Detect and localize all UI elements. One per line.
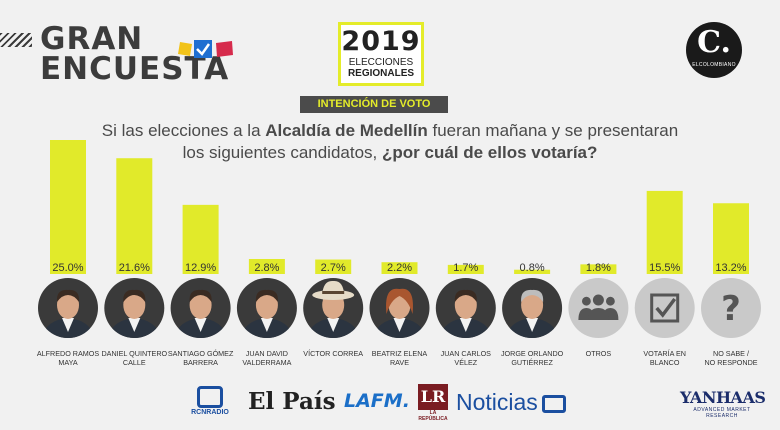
bar-jorge-orlando-gutierrez (514, 269, 551, 274)
value-label-victor-correa: 2.7% (321, 262, 346, 274)
survey-title: GRAN ENCUESTA (40, 21, 230, 87)
bar-otros (580, 264, 617, 274)
value-label-santiago-gomez-barrera: 12.9% (185, 262, 216, 274)
value-label-jorge-orlando-gutierrez: 0.8% (520, 262, 545, 274)
ballot-flags-icon (178, 40, 233, 58)
candidate-photo-juan-carlos-velez (435, 278, 496, 338)
candidate-photo-daniel-quintero-calle (104, 278, 165, 338)
category-label-beatriz-elena-rave-line-2: RAVE (390, 358, 409, 367)
candidate-photo-santiago-gomez-barrera (170, 278, 231, 338)
question-part-1: Si las elecciones a la (101, 121, 266, 140)
candidate-photo-juan-david-valderrama (236, 278, 297, 338)
value-label-otros: 1.8% (586, 262, 611, 274)
value-label-juan-david-valderrama: 2.8% (254, 262, 279, 274)
value-label-juan-carlos-velez: 1.7% (453, 262, 478, 274)
event-line-2: REGIONALES (347, 68, 415, 79)
group-icon (568, 278, 629, 338)
brand-letter: C. (697, 25, 731, 60)
rcn-label: RCNRADIO (191, 409, 229, 416)
svg-text:?: ? (721, 289, 741, 329)
event-line-1: ELECCIONES (348, 57, 414, 68)
category-label-victor-correa-line-1: VÍCTOR CORREA (303, 349, 363, 358)
section-badge: INTENCIÓN DE VOTO (300, 96, 448, 113)
checkbox-icon (634, 278, 695, 338)
candidate-photo-victor-correa (303, 278, 364, 338)
category-label-daniel-quintero-calle-line-1: DANIEL QUINTERO (101, 349, 167, 358)
bar-victor-correa (315, 259, 352, 274)
bar-santiago-gomez-barrera (182, 204, 219, 274)
lr-mark: LR (418, 384, 448, 410)
rcn-radio-logo: RCNRADIO (190, 386, 230, 416)
yanhaas-logo: YANHAAS ADVANCED MARKET RESEARCH (680, 388, 766, 419)
category-label-votaria-en-blanco-line-1: VOTARÍA EN (643, 349, 686, 358)
value-label-alfredo-ramos-maya: 25.0% (52, 262, 83, 274)
category-label-no-sabe-no-responde-line-2: NO RESPONDE (704, 358, 757, 367)
category-label-otros-line-1: OTROS (586, 349, 612, 358)
yanhaas-label: YANHAAS (680, 388, 766, 407)
bar-votaria-en-blanco (646, 190, 683, 274)
category-label-juan-carlos-velez-line-1: JUAN CARLOS (441, 349, 492, 358)
question-part-2: fueran mañana y se presentaran los sigui… (182, 121, 679, 162)
yanhaas-sub: ADVANCED MARKET RESEARCH (693, 407, 751, 419)
category-label-santiago-gomez-barrera-line-2: BARRERA (183, 358, 218, 367)
category-label-juan-david-valderrama-line-2: VALDERRAMA (242, 358, 291, 367)
category-label-votaria-en-blanco-line-2: BLANCO (650, 358, 680, 367)
bar-no-sabe-no-responde (713, 203, 749, 274)
el-colombiano-logo: C. ELCOLOMBIANO (686, 22, 742, 78)
rcn-box-icon (541, 394, 566, 413)
noticias-rcn-logo: Noticias (456, 389, 566, 416)
rcn-mark-icon (197, 386, 223, 408)
event-year: 2019 (341, 26, 421, 57)
category-label-santiago-gomez-barrera-line-1: SANTIAGO GÓMEZ (168, 349, 234, 358)
title-line-1: GRAN (40, 21, 144, 57)
question-bold-1: Alcaldía de Medellín (265, 121, 428, 140)
category-label-alfredo-ramos-maya-line-1: ALFREDO RAMOS (37, 349, 100, 358)
category-label-beatriz-elena-rave-line-1: BEATRIZ ELENA (372, 349, 428, 358)
bar-juan-david-valderrama (248, 258, 285, 274)
category-label-alfredo-ramos-maya-line-2: MAYA (58, 358, 78, 367)
candidate-photo-jorge-orlando-gutierrez (502, 278, 563, 338)
noticias-label: Noticias (456, 389, 538, 415)
lr-sub: LA REPÚBLICA (418, 410, 448, 422)
value-label-daniel-quintero-calle: 21.6% (119, 262, 150, 274)
category-label-no-sabe-no-responde-line-1: NO SABE / (713, 349, 749, 358)
bar-beatriz-elena-rave (381, 262, 418, 274)
candidate-photo-alfredo-ramos-maya (38, 278, 98, 338)
sponsor-logos: RCNRADIO El País LAFM. LR LA REPÚBLICA N… (0, 378, 780, 430)
category-label-jorge-orlando-gutierrez-line-2: GUTIÉRREZ (511, 358, 553, 367)
value-label-no-sabe-no-responde: 13.2% (715, 262, 746, 274)
category-label-jorge-orlando-gutierrez-line-1: JORGE ORLANDO (501, 349, 564, 358)
category-label-juan-carlos-velez-line-2: VÉLEZ (454, 358, 477, 367)
candidate-photo-beatriz-elena-rave (369, 278, 430, 338)
elecciones-2019-logo: 2019 ELECCIONES REGIONALES (338, 22, 424, 86)
brand-name: ELCOLOMBIANO (692, 62, 736, 68)
value-label-votaria-en-blanco: 15.5% (649, 262, 680, 274)
category-label-juan-david-valderrama-line-1: JUAN DAVID (246, 349, 288, 358)
question-bold-2: ¿por cuál de ellos votaría? (382, 143, 598, 162)
question-icon: ? (701, 278, 761, 338)
category-label-daniel-quintero-calle-line-2: CALLE (123, 358, 146, 367)
header-stripe-decoration (0, 33, 32, 47)
bar-juan-carlos-velez (447, 264, 484, 274)
survey-question: Si las elecciones a la Alcaldía de Medel… (100, 120, 680, 164)
bar-daniel-quintero-calle (116, 158, 153, 274)
el-pais-logo: El País (248, 388, 336, 415)
la-fm-logo: LAFM. (344, 390, 410, 412)
title-line-2: ENCUESTA (40, 51, 230, 87)
value-label-beatriz-elena-rave: 2.2% (387, 262, 412, 274)
bar-alfredo-ramos-maya (50, 140, 86, 274)
la-republica-logo: LR LA REPÚBLICA (418, 384, 448, 422)
